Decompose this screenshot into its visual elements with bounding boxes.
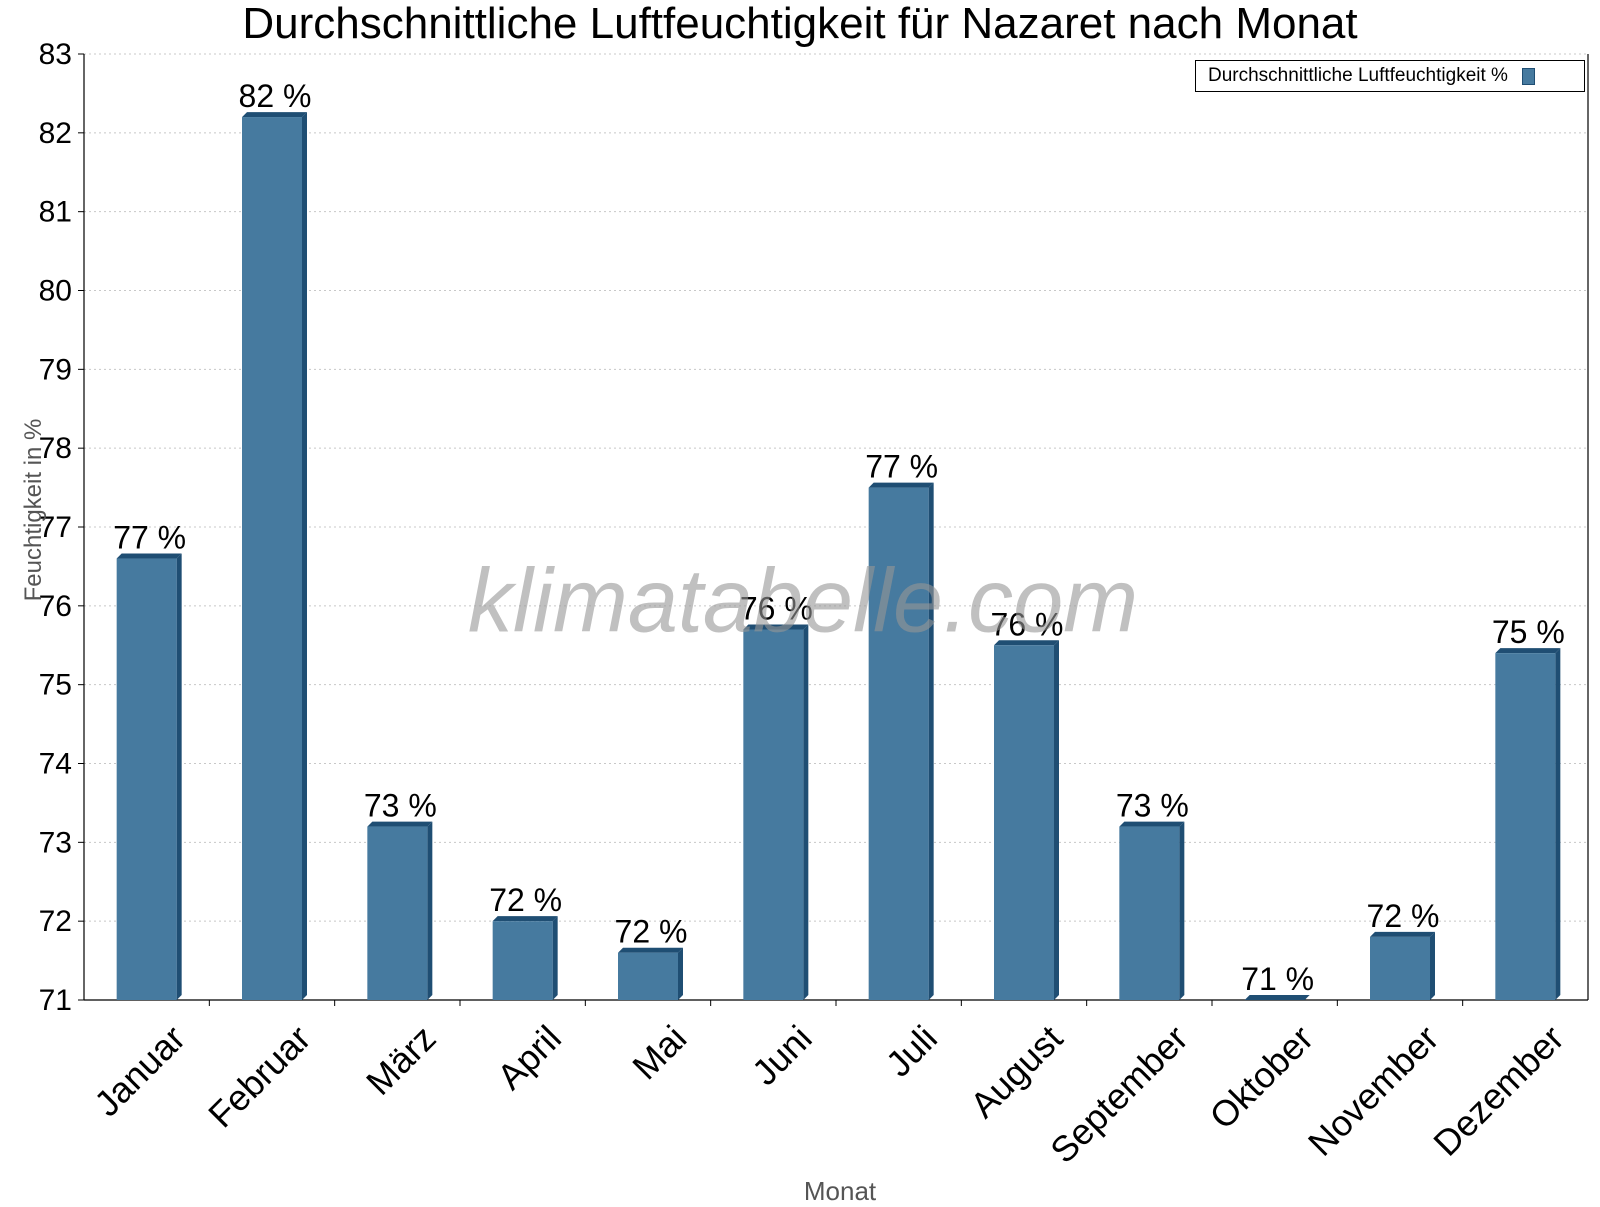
bar-märz <box>367 821 433 1000</box>
x-tick-label: Dezember <box>1425 1017 1571 1163</box>
bar-dezember <box>1495 648 1561 1000</box>
bar-front <box>1495 653 1556 1000</box>
bar-side <box>803 624 809 1000</box>
bar-side <box>678 947 683 1000</box>
data-label: 82 % <box>239 78 312 114</box>
bars <box>116 112 1561 1001</box>
y-tick-label: 73 <box>39 826 72 859</box>
bar-juli <box>868 482 934 1000</box>
bar-side <box>552 916 558 1000</box>
bar-april <box>492 916 558 1000</box>
bar-side <box>176 553 182 1000</box>
data-label: 75 % <box>1492 614 1565 650</box>
bar-side <box>302 112 307 1001</box>
y-tick-label: 81 <box>39 196 72 229</box>
y-tick-label: 80 <box>39 275 72 308</box>
legend-swatch <box>1521 67 1535 85</box>
bar-front <box>1370 936 1430 1000</box>
bar-november <box>1370 931 1435 1000</box>
bar-front <box>492 921 553 1000</box>
x-tick-labels: Januar Februar März April Mai Juni Juli AugustS… <box>86 1017 1572 1171</box>
bar-top <box>116 553 182 559</box>
bar-front <box>868 487 929 1000</box>
bar-top <box>868 482 934 488</box>
y-tick-label: 82 <box>39 117 72 150</box>
x-tick-label: Juli <box>878 1017 945 1084</box>
data-label: 73 % <box>1116 788 1189 824</box>
bar-front <box>116 558 177 1000</box>
data-label: 72 % <box>489 882 562 918</box>
bar-front <box>618 952 678 1000</box>
data-label: 76 % <box>740 590 813 626</box>
x-tick-label: Mai <box>624 1017 694 1087</box>
bar-side <box>427 821 433 1000</box>
x-tick-label: Januar <box>86 1017 193 1124</box>
bar-front <box>743 629 804 1000</box>
bar-side <box>1555 648 1561 1000</box>
bar-top <box>1370 931 1435 937</box>
x-tick-label: August <box>962 1017 1070 1125</box>
bar-februar <box>242 112 307 1001</box>
data-labels: 77 % 82 % 73 % 72 % 72 % 76 % 77 % 76 % 73 % 71 %… <box>113 78 1565 997</box>
grid-lines <box>84 53 1588 922</box>
x-tick-label: September <box>1042 1017 1196 1171</box>
bar-top <box>743 624 809 630</box>
legend-label: Durchschnittliche Luftfeuchtigkeit % <box>1208 65 1508 86</box>
data-label: 76 % <box>991 606 1064 642</box>
y-tick-label: 72 <box>39 905 72 938</box>
y-tick-label: 71 <box>39 984 72 1017</box>
x-tick-label: März <box>358 1017 444 1103</box>
bar-front <box>994 645 1054 1000</box>
bar-oktober <box>1244 995 1310 1000</box>
data-label: 72 % <box>1367 898 1440 934</box>
bar-side <box>1054 640 1059 1000</box>
bar-top <box>367 821 433 827</box>
bar-januar <box>116 553 182 1000</box>
data-label: 71 % <box>1241 961 1314 997</box>
bar-front <box>367 826 428 1000</box>
y-tick-label: 75 <box>39 669 72 702</box>
bar-top <box>1244 995 1310 1000</box>
x-tick-label: November <box>1300 1017 1446 1163</box>
y-tick-label: 83 <box>39 38 72 71</box>
bar-top <box>1495 648 1561 654</box>
legend: Durchschnittliche Luftfeuchtigkeit % <box>1195 60 1585 92</box>
bar-front <box>1119 826 1180 1000</box>
bar-juni <box>743 624 809 1000</box>
y-tick-label: 76 <box>39 590 72 623</box>
data-label: 77 % <box>113 520 186 556</box>
data-label: 72 % <box>615 914 688 950</box>
axes <box>78 53 1589 1006</box>
bar-side <box>928 482 934 1000</box>
y-tick-label: 79 <box>39 353 72 386</box>
bar-september <box>1119 821 1185 1000</box>
x-tick-label: Februar <box>200 1017 318 1135</box>
x-tick-label: Juni <box>744 1017 820 1093</box>
bar-side <box>1179 821 1185 1000</box>
y-tick-label: 74 <box>39 748 72 781</box>
bar-side <box>1430 931 1435 1000</box>
bar-top <box>618 947 683 953</box>
y-tick-labels: 71 72 73 74 75 76 77 78 79 80 81 82 83 <box>39 38 72 1017</box>
x-tick-label: Oktober <box>1201 1017 1321 1137</box>
bar-top <box>994 640 1059 646</box>
y-tick-label: 78 <box>39 432 72 465</box>
data-label: 73 % <box>364 788 437 824</box>
y-axis-label: Feuchtigkeit in % <box>20 418 47 602</box>
data-label: 77 % <box>865 449 938 485</box>
chart-title: Durchschnittliche Luftfeuchtigkeit für N… <box>242 0 1358 48</box>
bar-top <box>492 916 558 922</box>
bar-top <box>1119 821 1185 827</box>
bar-top <box>242 112 307 118</box>
bar-front <box>242 117 302 1001</box>
bar-august <box>994 640 1059 1000</box>
y-tick-label: 77 <box>39 511 72 544</box>
x-axis-label: Monat <box>803 1176 877 1206</box>
bar-mai <box>618 947 683 1000</box>
x-tick-label: April <box>489 1017 569 1097</box>
